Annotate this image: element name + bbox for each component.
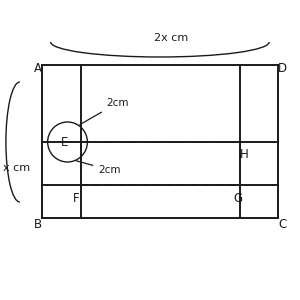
Text: G: G bbox=[234, 191, 243, 205]
Text: C: C bbox=[278, 218, 286, 232]
Text: 2x cm: 2x cm bbox=[154, 33, 188, 43]
Text: A: A bbox=[34, 61, 42, 74]
Text: D: D bbox=[278, 61, 287, 74]
Text: H: H bbox=[240, 148, 249, 161]
Text: 2cm: 2cm bbox=[80, 98, 129, 124]
Text: B: B bbox=[34, 218, 42, 232]
Text: 2cm: 2cm bbox=[76, 161, 121, 175]
Text: F: F bbox=[73, 191, 80, 205]
Text: E: E bbox=[61, 136, 68, 149]
Text: x cm: x cm bbox=[3, 163, 30, 173]
